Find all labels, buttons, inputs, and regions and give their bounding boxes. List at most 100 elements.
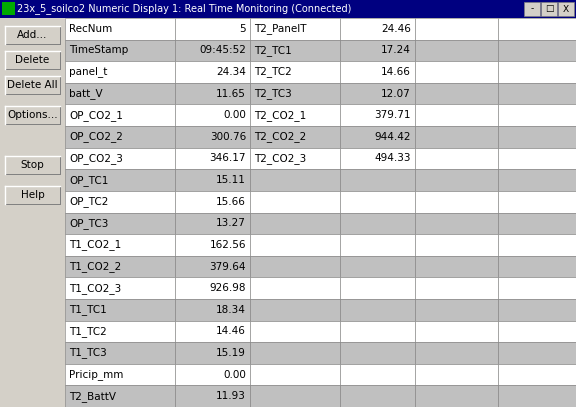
Bar — [6, 77, 61, 95]
Bar — [340, 191, 415, 212]
Bar — [65, 256, 175, 277]
Bar — [5, 26, 60, 44]
Text: Help: Help — [21, 190, 44, 200]
Bar — [340, 277, 415, 299]
Bar — [415, 385, 498, 407]
Bar — [415, 321, 498, 342]
Text: 926.98: 926.98 — [210, 283, 246, 293]
Bar — [340, 169, 415, 191]
Bar — [175, 39, 250, 61]
Bar — [175, 126, 250, 148]
Bar — [415, 83, 498, 105]
Text: T1_TC1: T1_TC1 — [69, 304, 107, 315]
Bar — [0, 0, 576, 18]
Bar — [175, 18, 250, 39]
Bar — [250, 83, 340, 105]
Bar — [65, 385, 175, 407]
Bar — [65, 61, 175, 83]
Text: 15.66: 15.66 — [216, 197, 246, 207]
Bar — [65, 299, 175, 321]
Bar — [65, 364, 175, 385]
Text: T1_TC2: T1_TC2 — [69, 326, 107, 337]
Bar — [340, 148, 415, 169]
Bar — [250, 234, 340, 256]
Bar — [6, 52, 61, 70]
Text: batt_V: batt_V — [69, 88, 103, 99]
Bar — [65, 212, 175, 234]
Text: 24.46: 24.46 — [381, 24, 411, 34]
Text: T1_CO2_2: T1_CO2_2 — [69, 261, 122, 272]
Bar — [65, 234, 175, 256]
Text: 300.76: 300.76 — [210, 132, 246, 142]
Text: 944.42: 944.42 — [374, 132, 411, 142]
Text: 379.71: 379.71 — [374, 110, 411, 120]
Text: 09:45:52: 09:45:52 — [199, 46, 246, 55]
Text: 18.34: 18.34 — [216, 305, 246, 315]
Bar — [498, 39, 576, 61]
Bar — [250, 299, 340, 321]
Text: □: □ — [545, 4, 554, 13]
Bar — [175, 256, 250, 277]
Bar — [498, 385, 576, 407]
Bar — [250, 364, 340, 385]
Bar — [250, 18, 340, 39]
Text: T2_CO2_3: T2_CO2_3 — [254, 153, 306, 164]
Text: 379.64: 379.64 — [210, 262, 246, 271]
Bar — [250, 169, 340, 191]
Text: OP_CO2_1: OP_CO2_1 — [69, 110, 123, 121]
Bar — [498, 169, 576, 191]
Bar — [65, 126, 175, 148]
Text: T2_CO2_1: T2_CO2_1 — [254, 110, 306, 121]
Text: RecNum: RecNum — [69, 24, 112, 34]
Bar — [498, 191, 576, 212]
Bar — [175, 277, 250, 299]
Bar — [415, 169, 498, 191]
Bar — [5, 186, 60, 204]
Text: TimeStamp: TimeStamp — [69, 46, 128, 55]
Bar — [415, 18, 498, 39]
Text: 17.24: 17.24 — [381, 46, 411, 55]
Bar — [498, 364, 576, 385]
Bar — [498, 342, 576, 364]
Text: 14.46: 14.46 — [216, 326, 246, 336]
Bar — [498, 148, 576, 169]
Text: 11.93: 11.93 — [216, 391, 246, 401]
Bar — [415, 126, 498, 148]
Bar — [498, 61, 576, 83]
Bar — [175, 148, 250, 169]
Text: T1_TC3: T1_TC3 — [69, 348, 107, 359]
Bar — [250, 126, 340, 148]
Bar — [498, 277, 576, 299]
Bar — [415, 105, 498, 126]
Bar — [250, 385, 340, 407]
Text: 346.17: 346.17 — [210, 153, 246, 164]
Bar — [340, 256, 415, 277]
Bar — [498, 321, 576, 342]
Text: X: X — [563, 4, 569, 13]
Bar — [250, 277, 340, 299]
Bar — [415, 256, 498, 277]
Text: -: - — [530, 4, 533, 13]
Bar — [175, 321, 250, 342]
Text: Stop: Stop — [21, 160, 44, 170]
Text: T2_PanelT: T2_PanelT — [254, 23, 306, 34]
Bar — [340, 321, 415, 342]
Bar — [340, 234, 415, 256]
Bar — [250, 191, 340, 212]
Bar — [415, 212, 498, 234]
Text: OP_TC2: OP_TC2 — [69, 196, 108, 207]
Bar — [2, 2, 15, 15]
Text: 23x_5_soilco2 Numeric Display 1: Real Time Monitoring (Connected): 23x_5_soilco2 Numeric Display 1: Real Ti… — [17, 4, 351, 15]
Bar — [498, 212, 576, 234]
Text: 11.65: 11.65 — [216, 89, 246, 98]
Bar — [175, 105, 250, 126]
Text: T2_CO2_2: T2_CO2_2 — [254, 131, 306, 142]
Bar — [340, 126, 415, 148]
Bar — [498, 256, 576, 277]
Bar — [415, 342, 498, 364]
Bar — [524, 2, 540, 16]
Text: 0.00: 0.00 — [223, 370, 246, 380]
Bar — [175, 385, 250, 407]
Text: T2_TC1: T2_TC1 — [254, 45, 292, 56]
Bar — [65, 18, 175, 39]
